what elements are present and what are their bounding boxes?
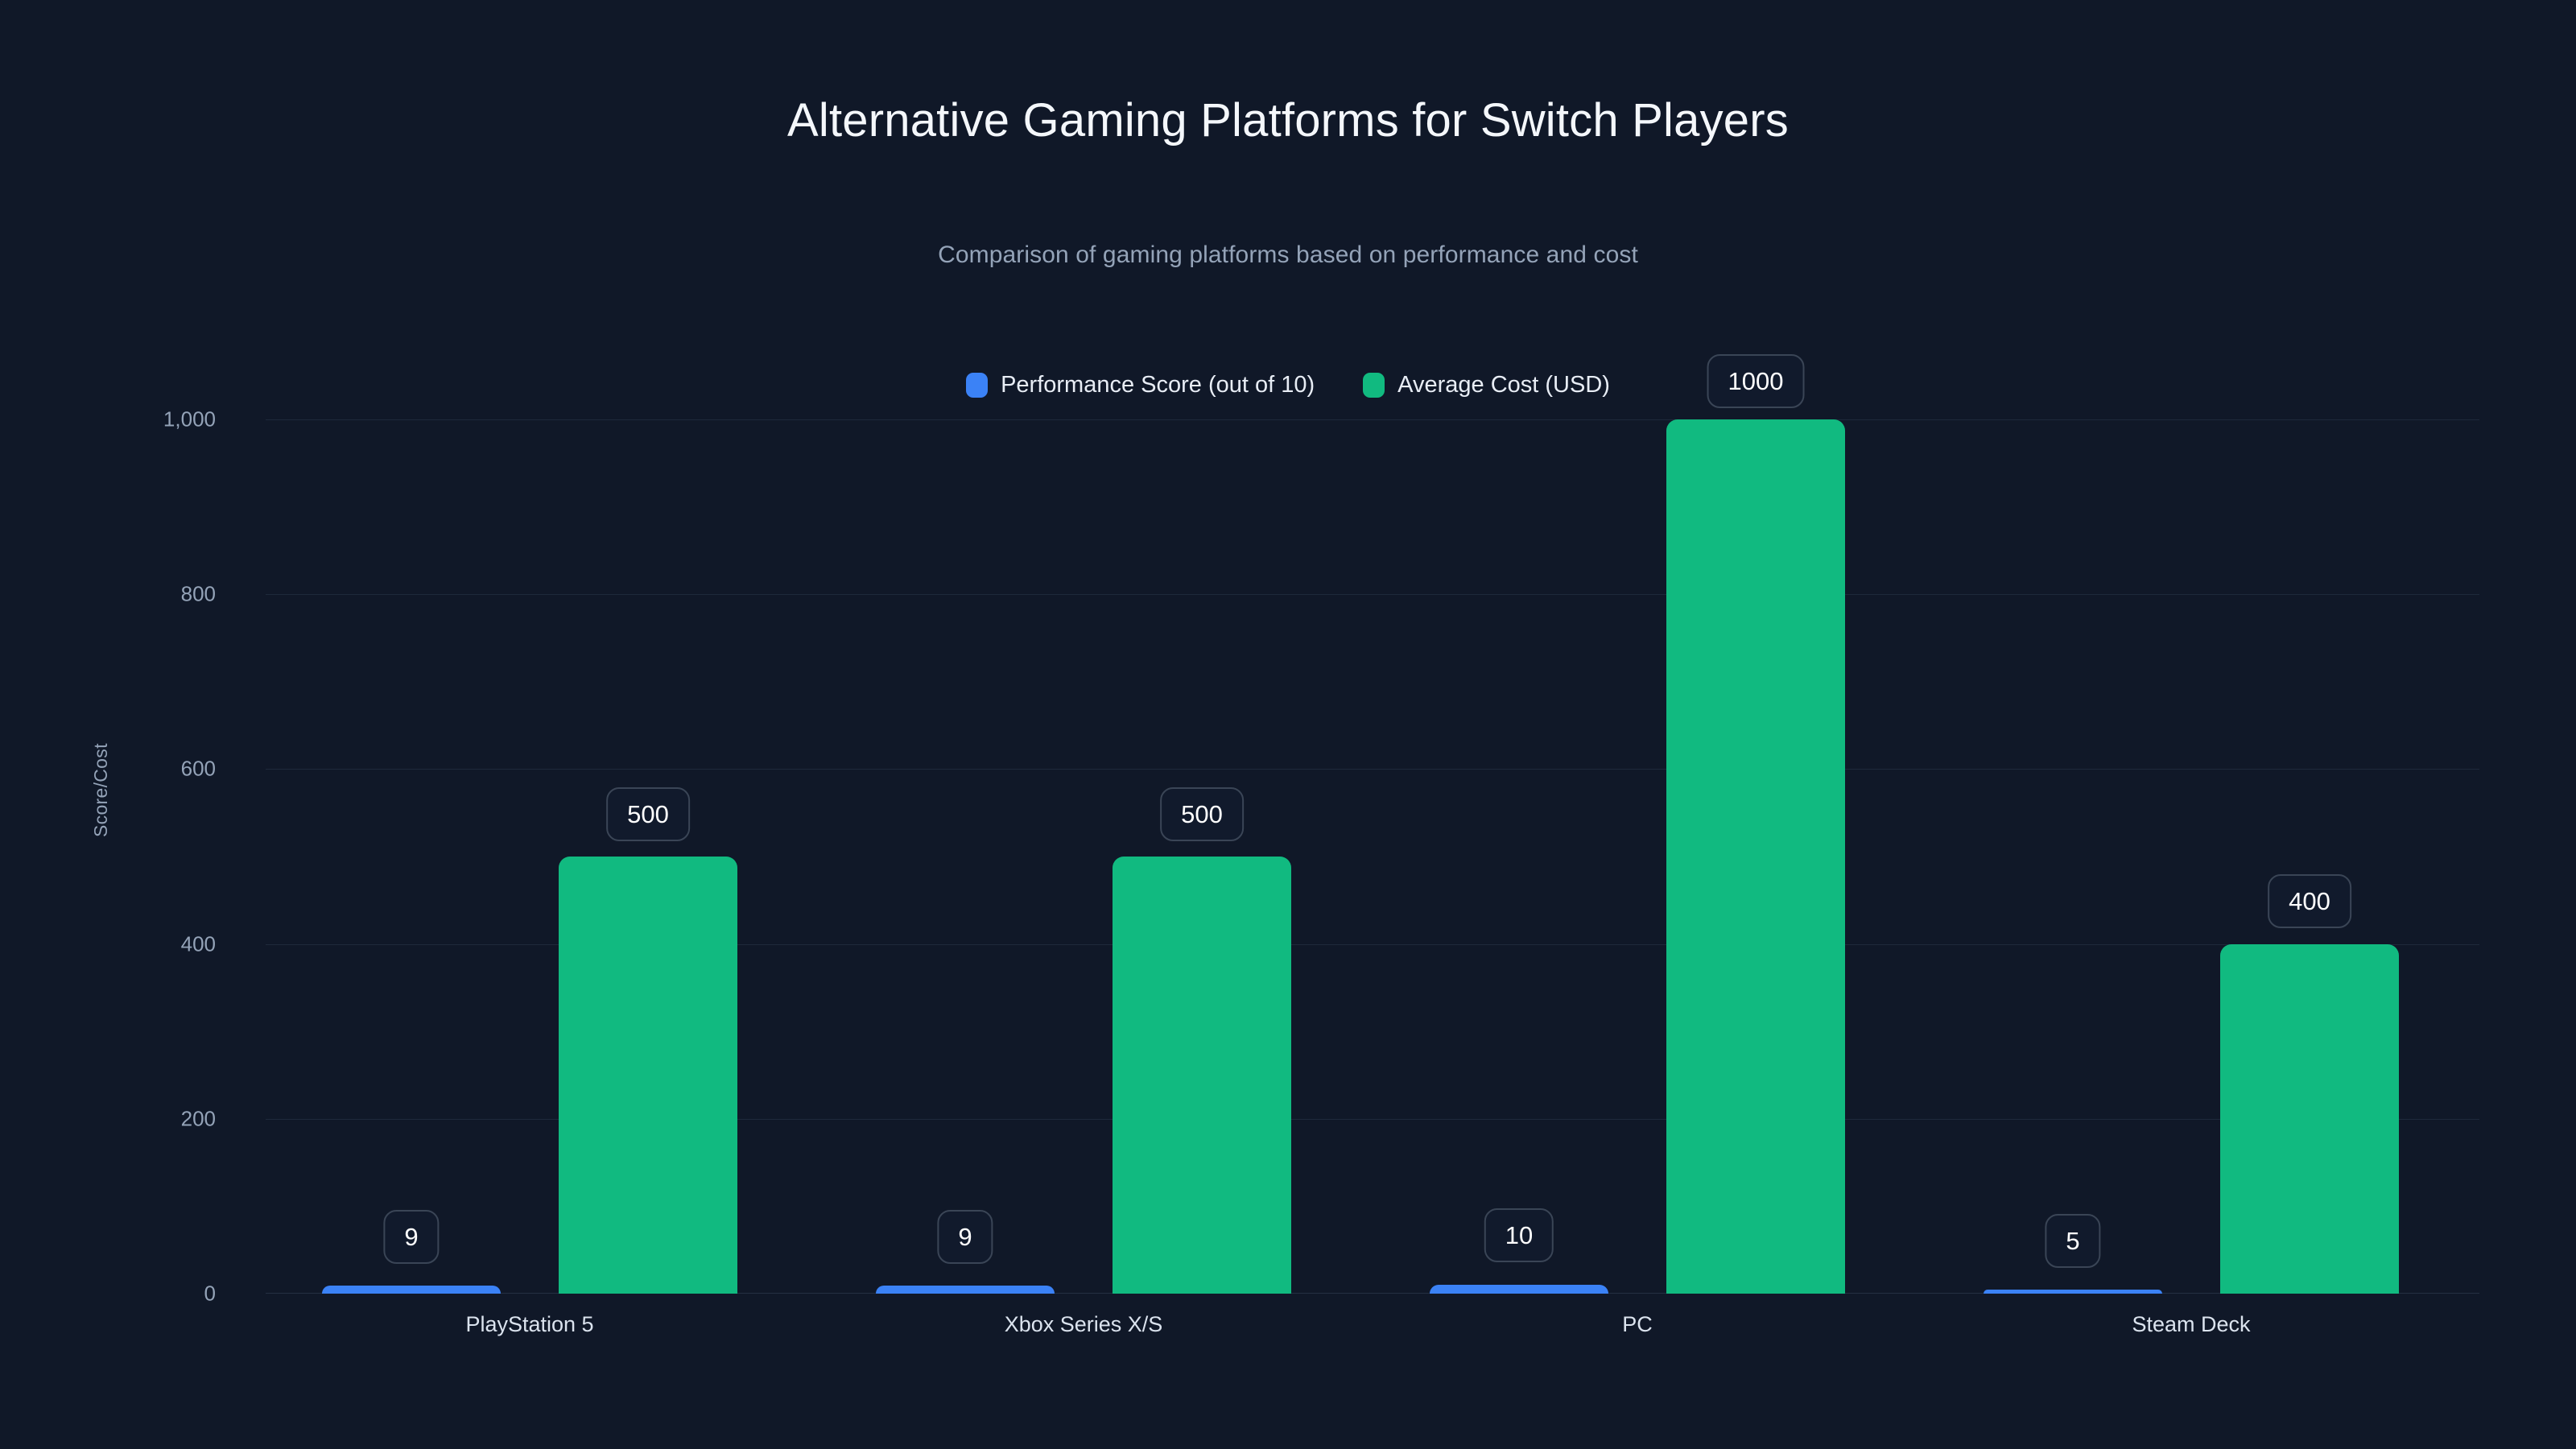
value-badge-cost-pc: 1000 — [1707, 354, 1805, 408]
value-badge-performance-pc: 10 — [1484, 1208, 1554, 1262]
x-tick-pc: PC — [1622, 1312, 1653, 1336]
gridline-800 — [266, 594, 2479, 596]
x-tick-steam-deck: Steam Deck — [2132, 1312, 2251, 1336]
y-tick-400: 400 — [180, 931, 216, 956]
legend-swatch-icon-cost — [1363, 373, 1385, 398]
value-badge-cost-playstation-5: 500 — [606, 787, 690, 841]
bar-performance-xbox-series-xs[interactable] — [876, 1286, 1055, 1294]
bar-cost-steam-deck[interactable] — [2220, 943, 2399, 1294]
value-badge-cost-xbox-series-xs: 500 — [1160, 787, 1244, 841]
value-badge-cost-steam-deck: 400 — [2268, 874, 2351, 928]
legend-label-cost: Average Cost (USD) — [1397, 372, 1610, 398]
x-axis-labels: PlayStation 5 Xbox Series X/S PC Steam D… — [266, 1312, 2479, 1360]
bar-performance-steam-deck[interactable] — [1984, 1289, 2162, 1294]
y-tick-200: 200 — [180, 1106, 216, 1131]
chart-legend: Performance Score (out of 10) Average Co… — [0, 372, 2576, 398]
y-tick-1000: 1,000 — [163, 407, 216, 431]
legend-swatch-icon-performance — [966, 373, 989, 398]
legend-label-performance: Performance Score (out of 10) — [1001, 372, 1315, 398]
gridline-200 — [266, 1118, 2479, 1120]
gridline-600 — [266, 769, 2479, 770]
bar-cost-pc[interactable] — [1666, 419, 1845, 1294]
y-tick-600: 600 — [180, 756, 216, 781]
plot-area — [266, 419, 2479, 1294]
chart-subtitle: Comparison of gaming platforms based on … — [938, 242, 1638, 268]
value-badge-performance-xbox-series-xs: 9 — [937, 1210, 993, 1264]
bar-cost-xbox-series-xs[interactable] — [1113, 857, 1291, 1294]
legend-item-average-cost[interactable]: Average Cost (USD) — [1363, 372, 1610, 398]
chart-title: Alternative Gaming Platforms for Switch … — [787, 94, 1789, 147]
y-tick-0: 0 — [204, 1281, 216, 1306]
bar-cost-playstation-5[interactable] — [559, 857, 737, 1294]
y-tick-800: 800 — [180, 581, 216, 606]
bar-performance-playstation-5[interactable] — [322, 1286, 501, 1294]
y-axis-title: Score/Cost — [90, 743, 111, 837]
legend-item-performance-score[interactable]: Performance Score (out of 10) — [966, 372, 1315, 398]
gridline-1000 — [266, 419, 2479, 420]
y-axis-labels: 1,000 800 600 400 200 0 — [0, 407, 242, 1306]
gridline-baseline-0 — [266, 1293, 2479, 1294]
x-tick-playstation-5: PlayStation 5 — [465, 1312, 594, 1336]
bar-performance-pc[interactable] — [1430, 1285, 1608, 1294]
gridline-400 — [266, 943, 2479, 945]
x-tick-xbox-series-xs: Xbox Series X/S — [1004, 1312, 1163, 1336]
value-badge-performance-playstation-5: 9 — [383, 1210, 440, 1264]
value-badge-performance-steam-deck: 5 — [2045, 1214, 2101, 1268]
